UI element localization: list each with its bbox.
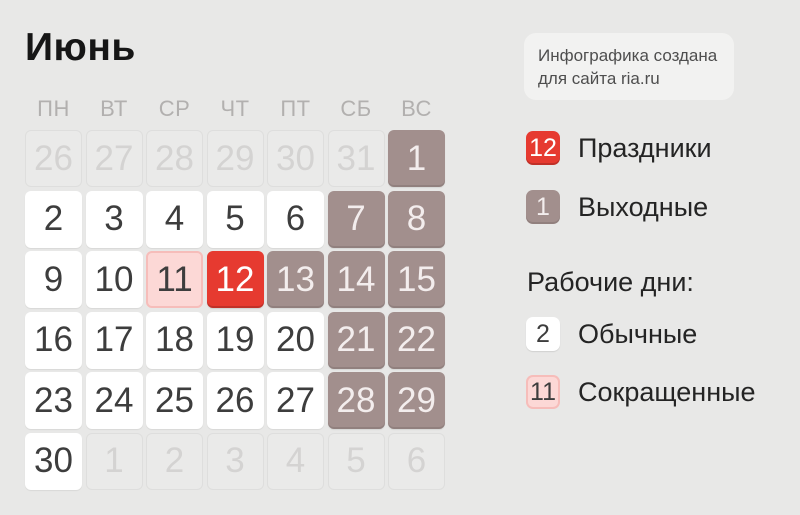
regular-day-swatch: 2 xyxy=(526,317,560,351)
calendar-day-out: 4 xyxy=(267,432,324,490)
page-title: Июнь xyxy=(25,26,136,69)
legend-item-holidays: 12 Праздники xyxy=(526,131,712,165)
calendar-day-work: 18 xyxy=(146,311,203,369)
calendar-day-work: 5 xyxy=(206,190,264,248)
calendar-day-work: 17 xyxy=(85,311,143,369)
calendar-day-weekend: 8 xyxy=(388,190,445,248)
regular-day-label: Обычные xyxy=(578,318,698,349)
calendar-day-weekend: 28 xyxy=(327,372,385,429)
calendar-day-work: 23 xyxy=(25,372,82,429)
calendar-day-work: 20 xyxy=(267,311,324,369)
calendar-day-work: 6 xyxy=(267,190,324,248)
calendar-day-out: 3 xyxy=(206,432,264,490)
calendar-day-work: 4 xyxy=(146,190,203,248)
weekday-label: ВС xyxy=(401,96,432,121)
calendar-day-out: 6 xyxy=(388,432,445,490)
calendar-day-weekend: 15 xyxy=(388,251,445,308)
calendar-day-work: 24 xyxy=(85,372,143,429)
calendar-day-out: 27 xyxy=(85,130,143,187)
shortened-day-swatch: 11 xyxy=(526,375,560,409)
weekend-label: Выходные xyxy=(578,191,709,222)
shortened-day-label: Сокращенные xyxy=(578,376,756,407)
calendar-day-weekend: 13 xyxy=(267,251,324,308)
calendar-grid: 26 27 28 29 30 31 1 2 3 4 5 6 7 8 9 10 11 12 13 14 15 16 17 18 1… xyxy=(25,130,445,490)
legend-item-regular: 2 Обычные xyxy=(526,317,697,351)
calendar-day-weekend: 21 xyxy=(327,311,385,369)
calendar-day-work: 19 xyxy=(206,311,264,369)
weekend-swatch: 1 xyxy=(526,190,560,224)
legend-item-weekends: 1 Выходные xyxy=(526,190,708,224)
calendar-day-short: 11 xyxy=(146,251,203,308)
calendar-day-out: 31 xyxy=(327,130,385,187)
calendar-day-work: 2 xyxy=(25,190,82,248)
calendar-day-work: 30 xyxy=(25,432,82,490)
weekday-header: ПН ВТ СР ЧТ ПТ СБ ВС xyxy=(25,96,445,122)
calendar-day-work: 27 xyxy=(267,372,324,429)
calendar-day-weekend: 22 xyxy=(388,311,445,369)
weekday-label: ПН xyxy=(37,96,70,121)
weekday-label: ВТ xyxy=(100,96,128,121)
calendar-day-work: 3 xyxy=(85,190,143,248)
calendar-day-holiday: 12 xyxy=(206,251,264,308)
weekday-label: СБ xyxy=(340,96,372,121)
calendar-day-out: 2 xyxy=(146,432,203,490)
calendar-day-out: 1 xyxy=(85,432,143,490)
attribution-note: Инфографика создана для сайта ria.ru xyxy=(524,33,734,100)
holiday-label: Праздники xyxy=(578,132,712,163)
attribution-line-2: для сайта ria.ru xyxy=(538,69,660,88)
calendar-day-work: 9 xyxy=(25,251,82,308)
calendar-day-out: 5 xyxy=(327,432,385,490)
legend-item-shortened: 11 Сокращенные xyxy=(526,375,756,409)
calendar-day-out: 30 xyxy=(267,130,324,187)
calendar-day-work: 25 xyxy=(146,372,203,429)
weekday-label: ЧТ xyxy=(220,96,250,121)
calendar-day-work: 10 xyxy=(85,251,143,308)
calendar-day-weekend: 7 xyxy=(327,190,385,248)
calendar-day-work: 16 xyxy=(25,311,82,369)
calendar-day-weekend: 1 xyxy=(388,130,445,187)
weekday-label: ПТ xyxy=(280,96,311,121)
working-days-heading: Рабочие дни: xyxy=(527,267,694,297)
calendar-day-out: 28 xyxy=(146,130,203,187)
weekday-label: СР xyxy=(158,96,191,121)
holiday-swatch: 12 xyxy=(526,131,560,165)
calendar-day-out: 26 xyxy=(25,130,82,187)
calendar-day-weekend: 29 xyxy=(388,372,445,429)
attribution-line-1: Инфографика создана xyxy=(538,46,718,65)
calendar-day-work: 26 xyxy=(206,372,264,429)
calendar-day-weekend: 14 xyxy=(327,251,385,308)
calendar-day-out: 29 xyxy=(206,130,264,187)
